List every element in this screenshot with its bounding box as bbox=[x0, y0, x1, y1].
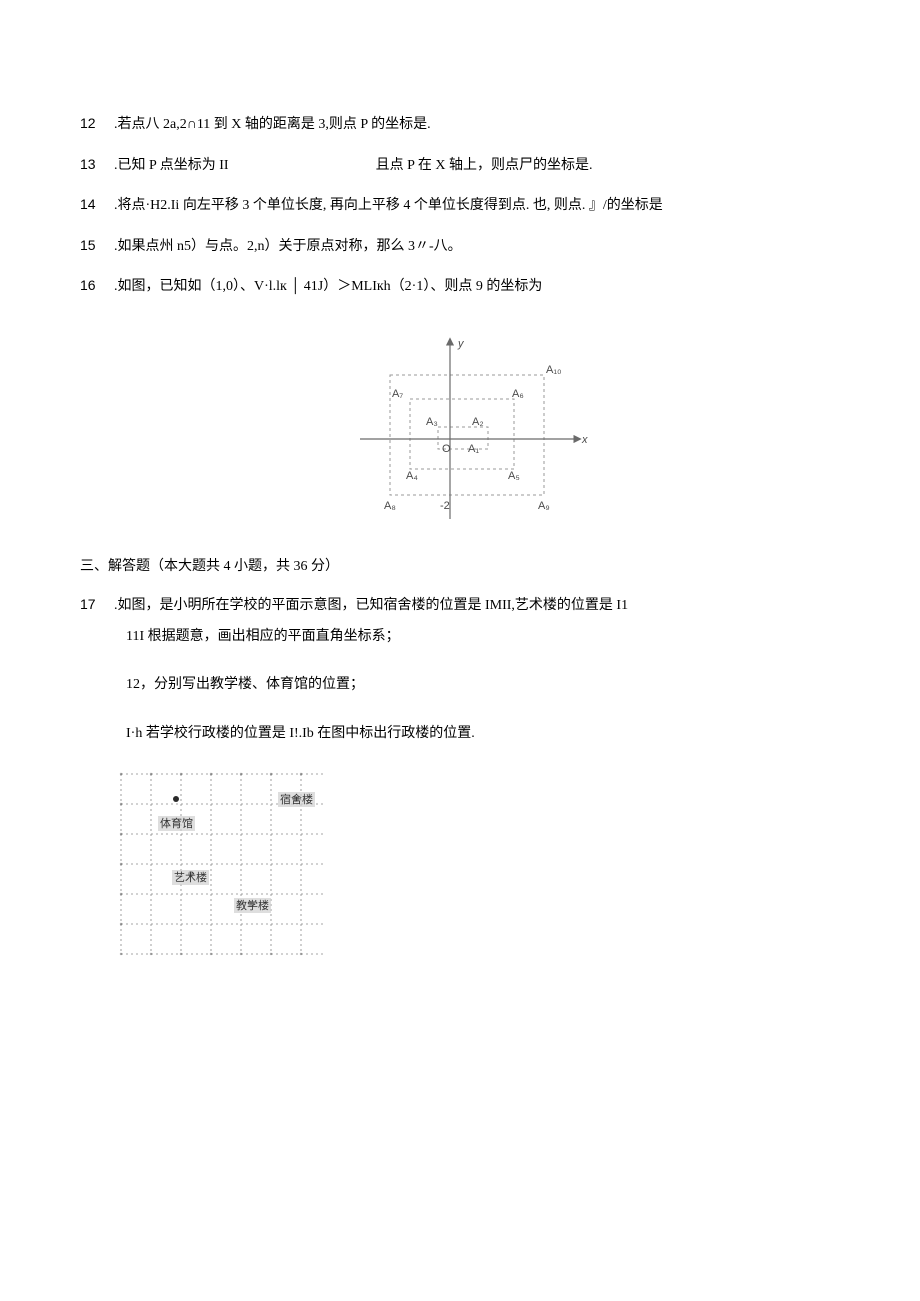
question-number: 17 bbox=[80, 591, 114, 618]
svg-text:A₇: A₇ bbox=[392, 388, 403, 400]
svg-text:A₃: A₃ bbox=[426, 416, 438, 428]
question-text: .如果点州 n5）与点。2,n）关于原点对称，那么 3〃-八。 bbox=[114, 234, 840, 261]
svg-text:A₈: A₈ bbox=[384, 500, 396, 512]
svg-text:-2: -2 bbox=[440, 500, 450, 512]
question-text: .将点·H2.Ii 向左平移 3 个单位长度, 再向上平移 4 个单位长度得到点… bbox=[114, 193, 840, 220]
diagram-q16-coordinate-spiral: y x O A₁ A₂ A₃ A₄ A₅ A₆ A₇ A₈ A₉ A₁₀ -2 bbox=[330, 319, 590, 529]
q13-part-b: 且点 P 在 X 轴上，则点尸的坐标是. bbox=[376, 158, 593, 173]
q17-sub2: 12，分别写出教学楼、体育馆的位置； bbox=[126, 672, 840, 699]
question-15: 15 .如果点州 n5）与点。2,n）关于原点对称，那么 3〃-八。 bbox=[80, 232, 840, 261]
svg-text:A₅: A₅ bbox=[508, 470, 520, 482]
svg-text:体育馆: 体育馆 bbox=[160, 816, 193, 830]
question-text: .如图，是小明所在学校的平面示意图，已知宿舍楼的位置是 IMII,艺术楼的位置是… bbox=[114, 593, 840, 620]
svg-text:A₁: A₁ bbox=[468, 443, 479, 455]
svg-text:y: y bbox=[457, 338, 465, 350]
svg-text:A₂: A₂ bbox=[472, 416, 484, 428]
svg-text:A₉: A₉ bbox=[538, 500, 550, 512]
question-16: 16 .如图，已知如（1,0）、V·l.lк │ 41J）＞MLIкh（2·1）… bbox=[80, 272, 840, 301]
q13-part-a: .已知 P 点坐标为 II bbox=[114, 158, 229, 173]
question-number: 16 bbox=[80, 272, 114, 299]
question-text: .若点八 2a,2∩11 到 X 轴的距离是 3,则点 P 的坐标是. bbox=[114, 112, 840, 139]
svg-text:A₆: A₆ bbox=[512, 388, 524, 400]
question-number: 14 bbox=[80, 191, 114, 218]
section-3-title: 三、解答题（本大题共 4 小题，共 36 分） bbox=[80, 555, 840, 575]
question-number: 12 bbox=[80, 110, 114, 137]
svg-text:教学楼: 教学楼 bbox=[236, 898, 269, 912]
q17-sub1: 11I 根据题意，画出相应的平面直角坐标系； bbox=[126, 624, 840, 651]
svg-text:A₄: A₄ bbox=[406, 470, 418, 482]
question-17: 17 .如图，是小明所在学校的平面示意图，已知宿舍楼的位置是 IMII,艺术楼的… bbox=[80, 591, 840, 620]
svg-text:x: x bbox=[581, 434, 588, 446]
svg-text:O: O bbox=[442, 443, 451, 455]
question-text: .已知 P 点坐标为 II 且点 P 在 X 轴上，则点尸的坐标是. bbox=[114, 153, 840, 180]
question-13: 13 .已知 P 点坐标为 II 且点 P 在 X 轴上，则点尸的坐标是. bbox=[80, 151, 840, 180]
question-number: 13 bbox=[80, 151, 114, 178]
question-text: .如图，已知如（1,0）、V·l.lк │ 41J）＞MLIкh（2·1）、则点… bbox=[114, 274, 840, 301]
svg-text:艺术楼: 艺术楼 bbox=[174, 870, 207, 884]
diagram-q17-school-map: 体育馆 宿舍楼艺术楼教学楼 bbox=[116, 769, 326, 959]
question-12: 12 .若点八 2a,2∩11 到 X 轴的距离是 3,则点 P 的坐标是. bbox=[80, 110, 840, 139]
diagram-q16-wrap: y x O A₁ A₂ A₃ A₄ A₅ A₆ A₇ A₈ A₉ A₁₀ -2 bbox=[80, 319, 840, 529]
svg-text:A₁₀: A₁₀ bbox=[546, 364, 562, 376]
svg-text:宿舍楼: 宿舍楼 bbox=[280, 792, 313, 806]
question-number: 15 bbox=[80, 232, 114, 259]
q17-sub3: I·h 若学校行政楼的位置是 I!.Ib 在图中标出行政楼的位置. bbox=[126, 721, 840, 748]
question-14: 14 .将点·H2.Ii 向左平移 3 个单位长度, 再向上平移 4 个单位长度… bbox=[80, 191, 840, 220]
